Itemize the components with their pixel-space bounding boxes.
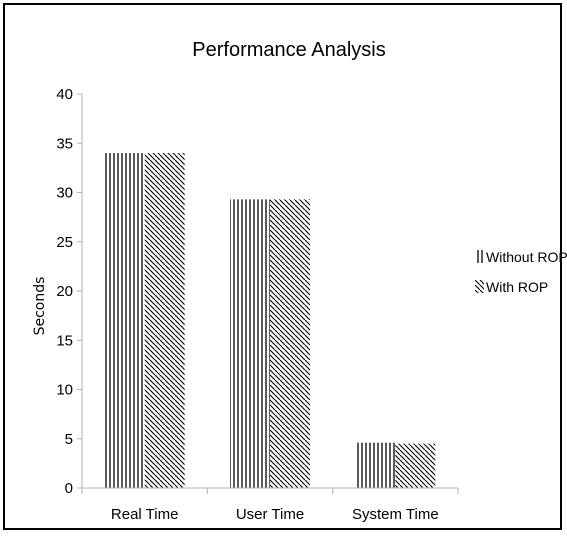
x-tick-label: Real Time <box>111 506 179 523</box>
legend-label-without-rop: Without ROP <box>486 249 567 265</box>
bar-with-rop <box>270 199 310 488</box>
bar-without-rop <box>104 153 145 488</box>
y-tick-label: 5 <box>65 431 73 448</box>
legend-swatch-with-rop <box>475 280 484 293</box>
bar-with-rop <box>144 153 185 488</box>
chart-frame: Performance Analysis Seconds 0 5 10 15 20 25 3… <box>3 3 567 530</box>
x-tick-label: User Time <box>236 506 304 523</box>
x-tick-label: System Time <box>352 506 439 523</box>
y-tick-label: 35 <box>56 135 73 152</box>
bars-group <box>104 153 436 488</box>
y-tick-label: 0 <box>65 480 73 497</box>
y-tick-label: 40 <box>56 86 73 103</box>
y-tick-label: 20 <box>56 283 73 300</box>
x-axis-ticks: Real Time User Time System Time <box>81 488 459 523</box>
axes <box>81 94 458 489</box>
y-axis-ticks: 0 5 10 15 20 25 30 35 40 <box>56 86 82 497</box>
chart-title: Performance Analysis <box>192 39 385 61</box>
bar-without-rop <box>355 442 396 488</box>
bar-with-rop <box>395 443 436 488</box>
y-tick-label: 15 <box>56 332 73 349</box>
y-axis-label: Seconds <box>32 277 48 336</box>
bar-chart: Performance Analysis Seconds 0 5 10 15 20 25 3… <box>32 39 567 523</box>
legend-swatch-without-rop <box>475 250 484 263</box>
legend: Without ROP With ROP <box>475 249 567 295</box>
bar-without-rop <box>230 199 270 488</box>
y-tick-label: 25 <box>56 234 73 251</box>
y-tick-label: 10 <box>56 382 73 399</box>
y-tick-label: 30 <box>56 185 73 202</box>
legend-label-with-rop: With ROP <box>486 279 548 295</box>
